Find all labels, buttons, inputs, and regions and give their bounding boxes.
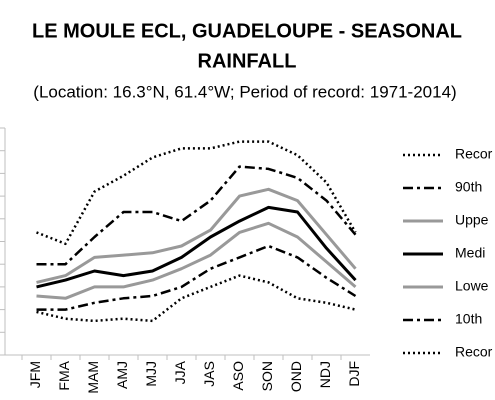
legend-label: 90th bbox=[455, 179, 482, 195]
chart-title: LE MOULE ECL, GUADELOUPE - SEASONAL bbox=[32, 20, 462, 42]
series-line bbox=[36, 165, 357, 266]
x-tick-label: DJF bbox=[346, 361, 362, 387]
legend-label: 10th bbox=[455, 311, 482, 327]
x-tick-label: FMA bbox=[56, 360, 72, 390]
x-tick-label: JAS bbox=[201, 361, 217, 387]
legend-label: Medi bbox=[455, 245, 485, 261]
legend-label: Recor bbox=[455, 344, 493, 360]
x-tick-label: MAM bbox=[85, 361, 101, 394]
x-tick-label: SON bbox=[259, 361, 275, 391]
series-line bbox=[36, 221, 357, 300]
x-tick-label: ASO bbox=[230, 361, 246, 391]
x-tick-label: JFM bbox=[27, 361, 43, 388]
series-line bbox=[36, 187, 357, 284]
legend-label: Recor bbox=[455, 146, 493, 162]
legend-label: Uppe bbox=[455, 212, 489, 228]
x-tick-label: AMJ bbox=[114, 361, 130, 389]
series-line bbox=[36, 244, 357, 311]
chart-subtitle: (Location: 16.3°N, 61.4°W; Period of rec… bbox=[33, 82, 456, 101]
x-tick-label: JJA bbox=[172, 360, 188, 384]
legend-label: Lowe bbox=[455, 278, 489, 294]
series-line bbox=[36, 140, 357, 246]
x-tick-label: OND bbox=[288, 361, 304, 392]
x-tick-label: NDJ bbox=[317, 361, 333, 388]
chart-title: RAINFALL bbox=[198, 50, 297, 72]
x-tick-label: MJJ bbox=[143, 361, 159, 387]
series-line bbox=[36, 205, 357, 289]
